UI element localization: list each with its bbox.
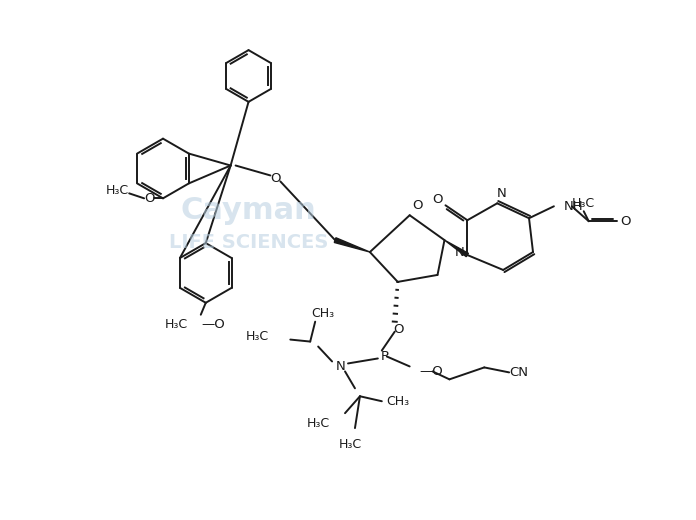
Text: Cayman: Cayman <box>181 196 317 225</box>
Text: N: N <box>336 360 346 373</box>
Text: LIFE SCIENCES: LIFE SCIENCES <box>169 232 329 252</box>
Text: CN: CN <box>509 366 528 379</box>
Polygon shape <box>334 238 370 252</box>
Text: —O: —O <box>420 365 443 378</box>
Text: H₃C: H₃C <box>106 184 129 197</box>
Text: CH₃: CH₃ <box>312 307 335 320</box>
Text: O: O <box>270 172 280 185</box>
Text: P: P <box>381 350 389 363</box>
Text: CH₃: CH₃ <box>386 395 409 408</box>
Text: O: O <box>144 192 155 205</box>
Text: —O: —O <box>202 318 226 331</box>
Text: O: O <box>393 323 404 336</box>
Text: O: O <box>620 215 631 228</box>
Text: NH: NH <box>564 200 583 213</box>
Text: H₃C: H₃C <box>338 437 361 450</box>
Text: N: N <box>496 187 506 200</box>
Polygon shape <box>445 240 468 257</box>
Text: O: O <box>432 193 443 206</box>
Text: N: N <box>454 245 464 258</box>
Text: H₃C: H₃C <box>572 197 595 210</box>
Text: H₃C: H₃C <box>165 318 188 331</box>
Text: H₃C: H₃C <box>307 417 330 430</box>
Text: H₃C: H₃C <box>245 330 269 343</box>
Text: O: O <box>412 199 423 212</box>
